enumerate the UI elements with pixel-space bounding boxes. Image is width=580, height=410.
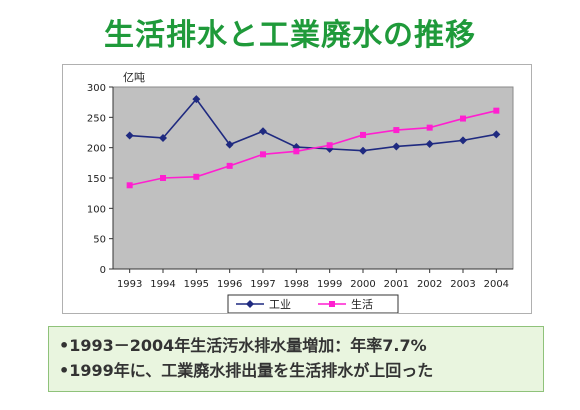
data-point-diamond [125, 131, 134, 140]
data-point-diamond [459, 136, 467, 145]
x-tick-label: 1993 [117, 279, 142, 290]
line-chart: 0 50 100 150 200 250 300 亿吨 1993 1994 1995 1996 1997… [87, 71, 514, 313]
x-tick-label: 1999 [317, 279, 342, 290]
data-point-square [493, 107, 500, 114]
data-point-square [326, 142, 333, 149]
x-tick-label: 2000 [350, 279, 375, 290]
summary-notes: •1993－2004年生活汚水排水量増加：年率7.7% •1999年に、工業廃水… [48, 326, 544, 392]
x-tick-label: 1995 [184, 279, 209, 290]
data-point-diamond [159, 133, 167, 142]
data-point-square [226, 162, 233, 169]
y-tick-label: 250 [87, 113, 106, 124]
data-point-square [393, 127, 400, 134]
data-point-diamond [425, 140, 434, 149]
slide-title: 生活排水と工業廃水の推移 [104, 18, 476, 53]
x-tick-label: 2001 [384, 279, 409, 290]
data-point-square [426, 124, 433, 131]
x-tick-label: 2004 [484, 279, 509, 290]
note-line-1: •1993－2004年生活汚水排水量増加：年率7.7% [59, 336, 427, 355]
y-tick-label: 0 [100, 265, 106, 276]
data-point-square [193, 173, 200, 180]
data-point-square [360, 131, 366, 138]
note-line-2: •1999年に、工業廃水排出量を生活排水が上回った [59, 361, 434, 380]
legend-marker-square [329, 301, 335, 307]
y-tick-label: 150 [87, 174, 106, 185]
data-point-diamond [225, 140, 234, 149]
x-tick-label: 1996 [217, 279, 242, 290]
y-axis-label: 亿吨 [123, 71, 145, 84]
data-point-diamond [492, 130, 501, 139]
y-tick-label: 200 [87, 144, 106, 155]
x-tick-label: 1994 [150, 279, 175, 290]
x-tick-label: 2002 [417, 279, 442, 290]
x-tick-label: 2003 [450, 279, 475, 290]
legend-marker-diamond [246, 300, 254, 308]
x-tick-label: 1998 [284, 279, 309, 290]
chart-frame: 0 50 100 150 200 250 300 亿吨 1993 1994 1995 1996 1997… [62, 64, 532, 314]
legend-label-2: 生活 [351, 297, 373, 311]
data-point-diamond [259, 127, 267, 136]
y-tick-label: 50 [93, 235, 106, 246]
data-point-square [460, 115, 466, 122]
x-tick-label: 1997 [250, 279, 275, 290]
y-tick-label: 100 [87, 204, 106, 215]
series-line-2 [129, 109, 497, 187]
legend-box [227, 294, 399, 313]
data-point-square [260, 151, 266, 158]
data-point-square [293, 148, 300, 155]
data-point-square [160, 175, 166, 181]
data-point-diamond [359, 146, 367, 155]
y-tick-label: 300 [87, 83, 106, 94]
legend-label-1: 工业 [269, 298, 291, 311]
data-point-diamond [192, 95, 201, 104]
data-point-diamond [392, 142, 401, 151]
data-point-square [126, 182, 133, 189]
